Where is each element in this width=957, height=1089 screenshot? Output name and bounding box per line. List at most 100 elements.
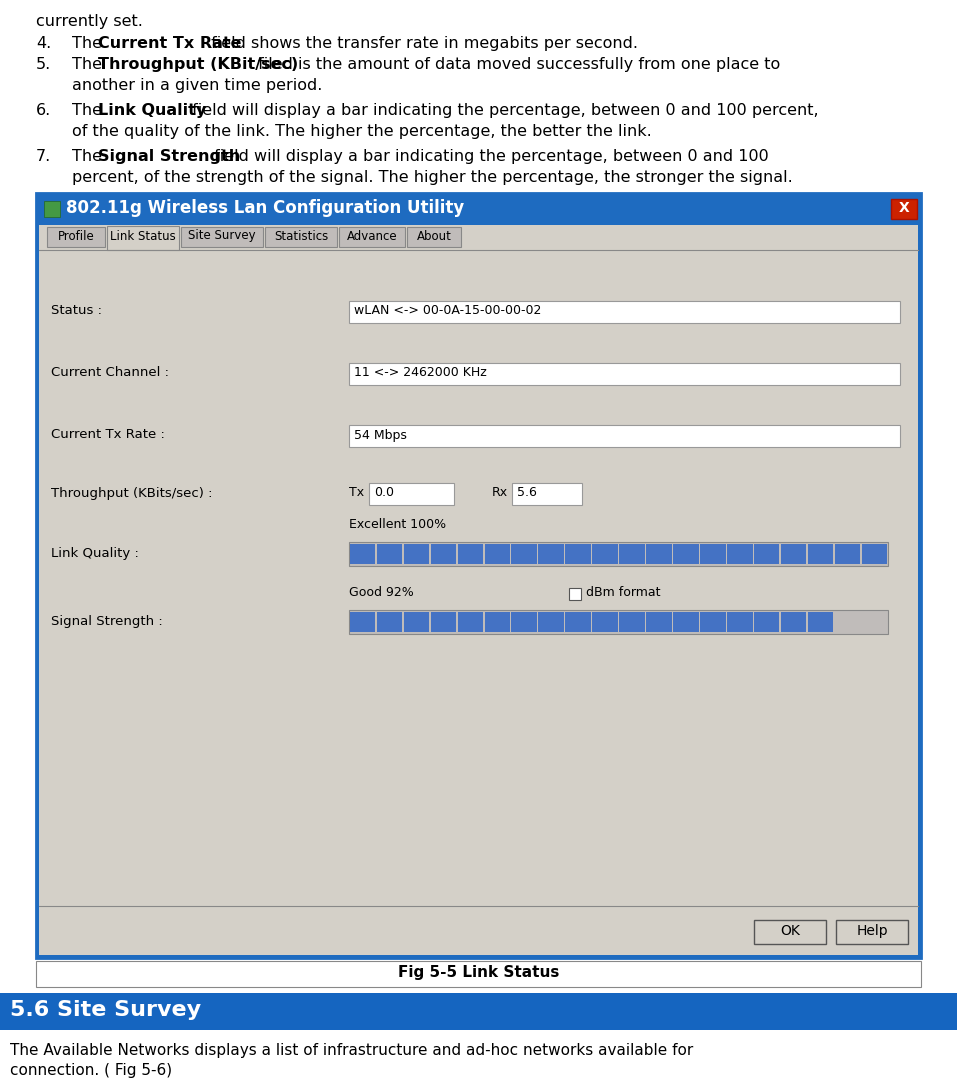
Text: Link Quality :: Link Quality : (51, 547, 139, 560)
Text: The Available Networks displays a list of infrastructure and ad-hoc networks ava: The Available Networks displays a list o… (10, 1043, 693, 1059)
Bar (592, 544, 618, 564)
Text: The: The (72, 57, 107, 72)
Bar (349, 425, 900, 446)
Text: Current Channel :: Current Channel : (51, 367, 169, 379)
Bar (431, 612, 456, 632)
Bar (511, 612, 537, 632)
Bar (349, 301, 900, 323)
Text: 5.6: 5.6 (517, 487, 537, 500)
Bar (39, 225, 918, 955)
Bar (36, 193, 921, 225)
Text: currently set.: currently set. (36, 14, 143, 29)
Bar (265, 227, 337, 247)
Bar (701, 544, 725, 564)
Text: Throughput (KBit/sec): Throughput (KBit/sec) (98, 57, 299, 72)
Text: connection. ( Fig 5-6): connection. ( Fig 5-6) (10, 1063, 172, 1078)
Bar (349, 363, 900, 386)
Bar (569, 588, 581, 600)
Bar (349, 542, 888, 566)
Text: field will display a bar indicating the percentage, between 0 and 100 percent,: field will display a bar indicating the … (187, 103, 818, 118)
Bar (349, 544, 375, 564)
Text: Site Survey: Site Survey (189, 230, 256, 243)
Text: of the quality of the link. The higher the percentage, the better the link.: of the quality of the link. The higher t… (72, 124, 652, 139)
Text: Status :: Status : (51, 305, 102, 318)
Text: 802.11g Wireless Lan Configuration Utility: 802.11g Wireless Lan Configuration Utili… (66, 199, 464, 217)
Text: Signal Strength :: Signal Strength : (51, 614, 163, 627)
Text: Link Status: Link Status (110, 231, 176, 244)
Text: 5.: 5. (36, 57, 52, 72)
Text: Rx: Rx (492, 487, 508, 500)
Text: 4.: 4. (36, 36, 52, 51)
Bar (862, 544, 887, 564)
Text: X: X (899, 201, 909, 215)
Bar (673, 612, 699, 632)
Bar (0, 993, 957, 1030)
Text: 11 <-> 2462000 KHz: 11 <-> 2462000 KHz (354, 367, 487, 379)
Bar (369, 484, 454, 505)
Bar (484, 612, 510, 632)
Bar (673, 544, 699, 564)
Bar (349, 612, 375, 632)
Bar (181, 227, 263, 247)
Text: OK: OK (780, 923, 800, 938)
Bar (349, 610, 888, 634)
Text: wLAN <-> 00-0A-15-00-00-02: wLAN <-> 00-0A-15-00-00-02 (354, 305, 542, 318)
Text: another in a given time period.: another in a given time period. (72, 78, 323, 93)
Bar (47, 227, 105, 247)
Bar (377, 544, 402, 564)
Text: 6.: 6. (36, 103, 52, 118)
Text: The: The (72, 103, 107, 118)
Bar (539, 612, 564, 632)
Bar (36, 193, 921, 958)
Bar (339, 227, 405, 247)
Bar (808, 544, 834, 564)
Bar (727, 612, 752, 632)
Text: Help: Help (857, 923, 888, 938)
Text: filed is the amount of data moved successfully from one place to: filed is the amount of data moved succes… (254, 57, 781, 72)
Bar (404, 544, 429, 564)
Text: Link Quality: Link Quality (98, 103, 207, 118)
Text: Advance: Advance (346, 230, 397, 243)
Text: Statistics: Statistics (274, 230, 328, 243)
Bar (781, 612, 807, 632)
Bar (457, 612, 483, 632)
Text: The: The (72, 149, 107, 164)
Text: field will display a bar indicating the percentage, between 0 and 100: field will display a bar indicating the … (209, 149, 768, 164)
Bar (754, 920, 826, 944)
Bar (781, 544, 807, 564)
Text: Good 92%: Good 92% (349, 587, 413, 600)
Bar (36, 960, 921, 987)
Bar (835, 544, 860, 564)
Bar (407, 227, 461, 247)
Text: Fig 5-5 Link Status: Fig 5-5 Link Status (398, 966, 559, 980)
Text: 7.: 7. (36, 149, 52, 164)
Bar (457, 544, 483, 564)
Bar (592, 612, 618, 632)
Text: Profile: Profile (57, 230, 95, 243)
Bar (107, 227, 179, 250)
Bar (566, 544, 590, 564)
Text: Tx: Tx (349, 487, 364, 500)
Bar (44, 201, 60, 217)
Bar (701, 612, 725, 632)
Bar (512, 484, 582, 505)
Bar (619, 544, 645, 564)
Text: 0.0: 0.0 (374, 487, 394, 500)
Bar (511, 544, 537, 564)
Text: Signal Strength: Signal Strength (98, 149, 240, 164)
Bar (836, 920, 908, 944)
Bar (404, 612, 429, 632)
Bar (754, 544, 779, 564)
Text: The: The (72, 36, 107, 51)
Text: Throughput (KBits/sec) :: Throughput (KBits/sec) : (51, 487, 212, 500)
Bar (808, 612, 834, 632)
Bar (891, 199, 917, 219)
Bar (539, 544, 564, 564)
Bar (619, 612, 645, 632)
Text: 5.6 Site Survey: 5.6 Site Survey (10, 1001, 201, 1020)
Text: Current Tx Rate: Current Tx Rate (98, 36, 241, 51)
Text: 54 Mbps: 54 Mbps (354, 428, 407, 441)
Bar (484, 544, 510, 564)
Text: Excellent 100%: Excellent 100% (349, 518, 446, 531)
Text: dBm format: dBm format (586, 587, 660, 600)
